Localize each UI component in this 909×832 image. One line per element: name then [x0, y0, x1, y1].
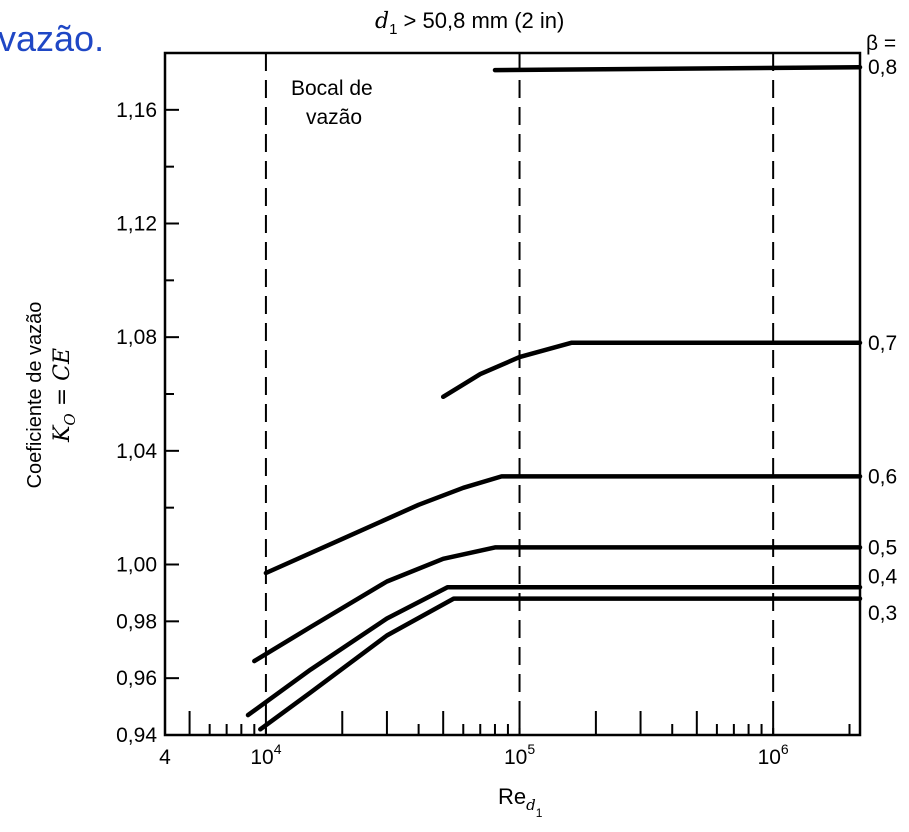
- y-tick-label: 1,16: [116, 99, 157, 122]
- y-tick-label: 1,00: [116, 554, 157, 577]
- annotation-line-1: Bocal de: [291, 77, 373, 100]
- beta-curve-0-5: [252, 545, 863, 664]
- y-tick-label: 1,12: [116, 213, 157, 236]
- beta-label: 0,7: [868, 332, 897, 355]
- beta-label: 0,4: [868, 565, 898, 588]
- x-axis-label: Red1: [498, 784, 543, 820]
- y-axis-label-line2: KO = CE: [50, 348, 79, 443]
- y-axis-ticks: 0,94 0,96 0,98 1,00 1,04 1,08 1,12 1,16: [116, 99, 179, 747]
- beta-curves: 0,8 0,7 0,6 0,5 0,4 0,3: [245, 56, 898, 732]
- y-tick-label: 0,96: [116, 667, 157, 690]
- y-tick-label: 1,08: [116, 326, 157, 349]
- beta-label: 0,5: [868, 536, 897, 559]
- x-axis-ticks: 4 104 105 106: [159, 711, 851, 769]
- heading-fragment: vazão.: [0, 18, 104, 59]
- beta-label: 0,6: [868, 465, 897, 488]
- x-tick-label: 4: [159, 746, 171, 769]
- beta-label: 0,8: [868, 56, 897, 79]
- plot-frame: [163, 51, 862, 737]
- beta-legend-header: β =: [866, 32, 896, 55]
- y-axis-label-line1: Coeficiente de vazão: [24, 302, 46, 489]
- x-tick-label: 105: [504, 741, 535, 769]
- beta-label: 0,3: [868, 602, 897, 625]
- y-tick-label: 0,98: [116, 610, 157, 633]
- beta-curve-0-3: [258, 596, 863, 732]
- beta-curve-0-6: [263, 474, 863, 576]
- y-tick-label: 1,04: [116, 440, 157, 463]
- x-tick-label: 106: [758, 741, 789, 769]
- y-axis-label: Coeficiente de vazão KO = CE: [24, 302, 79, 489]
- annotation-line-2: vazão: [306, 106, 362, 129]
- beta-curve-0-4: [245, 584, 863, 718]
- beta-curve-0-8: [492, 64, 863, 73]
- chart-title: d1 > 50,8 mm (2 in): [375, 8, 564, 38]
- y-tick-label: 0,94: [116, 724, 157, 747]
- vertical-dashed-lines: [264, 53, 775, 735]
- beta-curve-0-7: [440, 340, 863, 400]
- x-tick-label: 104: [250, 741, 281, 769]
